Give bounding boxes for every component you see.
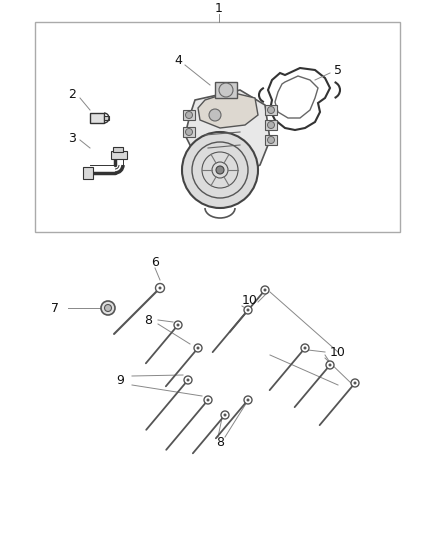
Bar: [90, 113, 104, 123]
Text: 2: 2: [68, 88, 76, 101]
Circle shape: [326, 361, 334, 369]
Circle shape: [182, 132, 258, 208]
Circle shape: [328, 364, 332, 367]
Circle shape: [247, 309, 250, 311]
Bar: [111, 151, 127, 159]
Circle shape: [209, 109, 221, 121]
Circle shape: [261, 286, 269, 294]
Text: 1: 1: [215, 2, 223, 14]
Text: 8: 8: [144, 313, 152, 327]
Bar: [265, 135, 277, 145]
Circle shape: [219, 83, 233, 97]
Bar: [215, 82, 237, 98]
Circle shape: [268, 136, 275, 143]
Bar: [113, 147, 123, 152]
Circle shape: [268, 107, 275, 114]
Circle shape: [155, 284, 165, 293]
Polygon shape: [185, 90, 270, 175]
Circle shape: [101, 301, 115, 315]
Circle shape: [174, 321, 182, 329]
Bar: [35, 22, 400, 232]
Bar: [183, 127, 195, 137]
Circle shape: [301, 344, 309, 352]
Text: 7: 7: [51, 302, 59, 314]
Text: 6: 6: [151, 255, 159, 269]
Bar: [183, 110, 195, 120]
Circle shape: [216, 166, 224, 174]
Circle shape: [105, 304, 112, 311]
Circle shape: [206, 399, 209, 401]
Text: 10: 10: [242, 294, 258, 306]
Circle shape: [184, 376, 192, 384]
Circle shape: [204, 396, 212, 404]
Text: 4: 4: [174, 53, 182, 67]
Bar: [265, 120, 277, 130]
Bar: [265, 105, 277, 115]
Circle shape: [304, 346, 307, 350]
Circle shape: [244, 396, 252, 404]
Circle shape: [187, 378, 190, 382]
Text: 5: 5: [334, 63, 342, 77]
Circle shape: [223, 414, 226, 416]
Circle shape: [264, 288, 266, 292]
Text: 3: 3: [68, 132, 76, 144]
Circle shape: [159, 287, 162, 289]
Circle shape: [186, 128, 192, 135]
Circle shape: [353, 382, 357, 384]
Bar: [83, 167, 93, 179]
Circle shape: [351, 379, 359, 387]
Bar: [104, 116, 109, 120]
Circle shape: [186, 111, 192, 118]
Polygon shape: [198, 92, 258, 128]
Text: 9: 9: [116, 374, 124, 386]
Circle shape: [177, 324, 180, 327]
Circle shape: [268, 122, 275, 128]
Circle shape: [194, 344, 202, 352]
Circle shape: [247, 399, 250, 401]
Text: 8: 8: [216, 437, 224, 449]
Circle shape: [197, 346, 199, 350]
Circle shape: [221, 411, 229, 419]
Circle shape: [244, 306, 252, 314]
Text: 10: 10: [330, 345, 346, 359]
